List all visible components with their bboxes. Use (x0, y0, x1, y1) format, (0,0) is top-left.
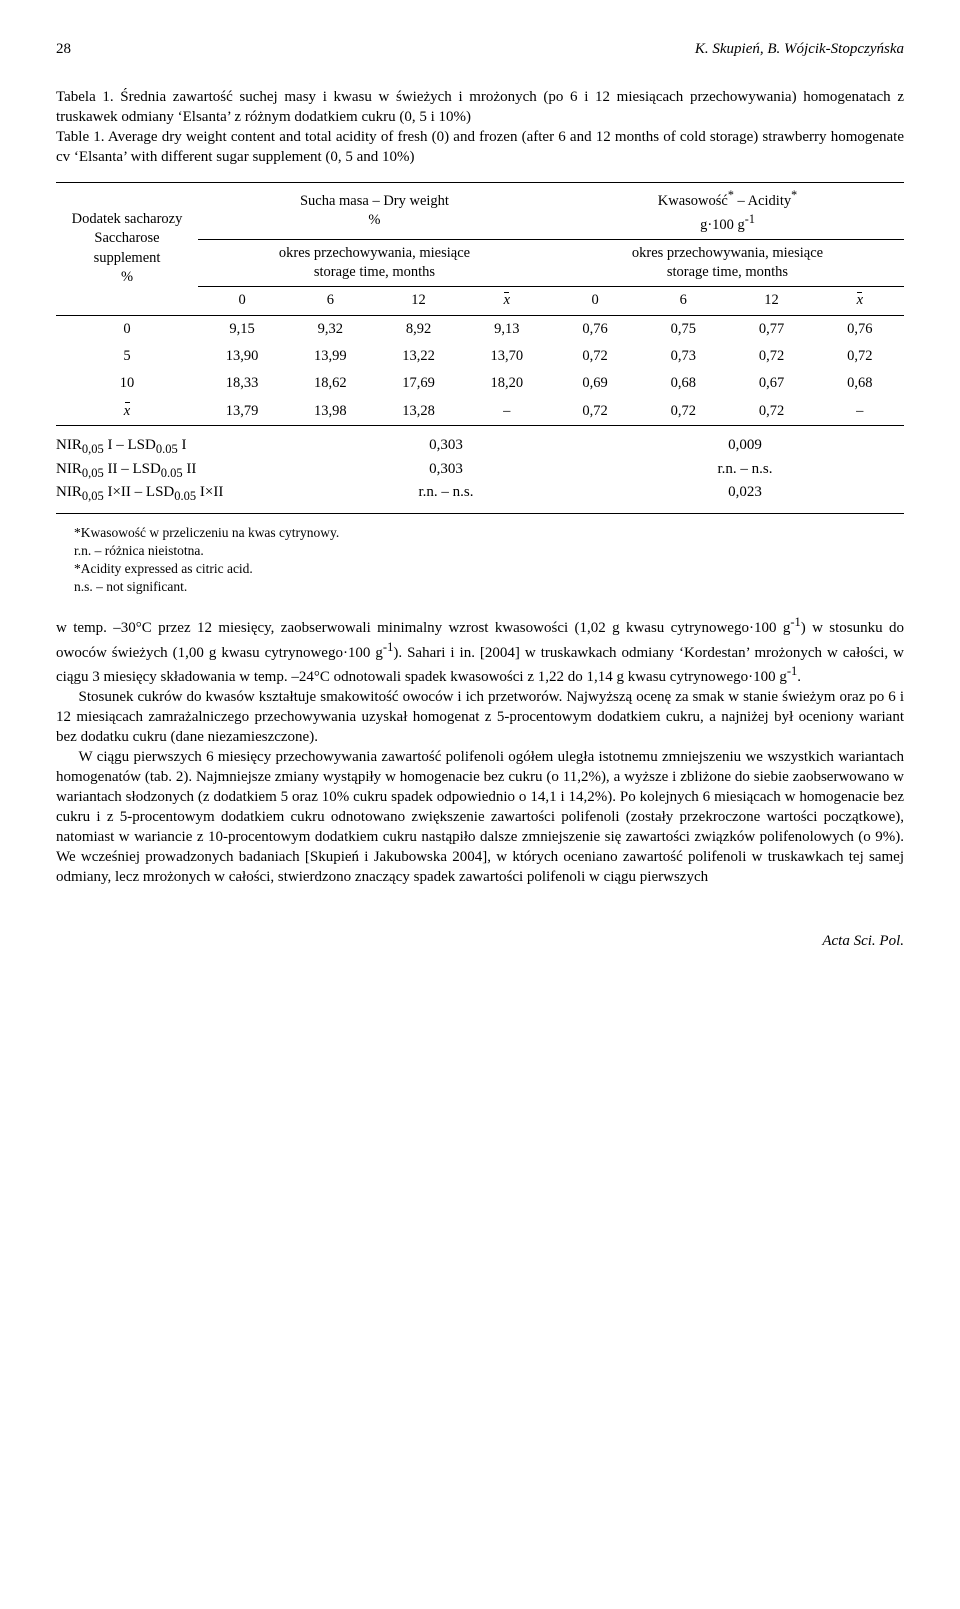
body-text: w temp. –30°C przez 12 miesięcy, zaobser… (56, 614, 904, 888)
footnote: *Kwasowość w przeliczeniu na kwas cytryn… (74, 524, 904, 542)
table-row: 10 18,33 18,62 17,69 18,20 0,69 0,68 0,6… (56, 370, 904, 397)
col-a6: 6 (639, 287, 727, 315)
col-d12: 12 (374, 287, 462, 315)
table-1: Dodatek sacharozy Saccharose supplement … (56, 182, 904, 426)
col-d0: 0 (198, 287, 286, 315)
table-row: 0 9,15 9,32 8,92 9,13 0,76 0,75 0,77 0,7… (56, 315, 904, 343)
dry-header: Sucha masa – Dry weight% (198, 182, 551, 239)
caption-pl: Tabela 1. Średnia zawartość suchej masy … (56, 88, 904, 128)
page-number: 28 (56, 40, 71, 60)
col-d6: 6 (286, 287, 374, 315)
paragraph: W ciągu pierwszych 6 miesięcy przechowyw… (56, 748, 904, 888)
dry-sub: okres przechowywania, miesiącestorage ti… (198, 239, 551, 287)
nir-row: NIR0,05 I – LSD0.05 I 0,303 0,009 (56, 436, 904, 458)
col-a0: 0 (551, 287, 639, 315)
nir-block: NIR0,05 I – LSD0.05 I 0,303 0,009 NIR0,0… (56, 436, 904, 514)
col-dmean: x (463, 287, 551, 315)
row-header: Dodatek sacharozy Saccharose supplement … (56, 182, 198, 315)
paragraph: Stosunek cukrów do kwasów kształtuje sma… (56, 688, 904, 748)
running-head: K. Skupień, B. Wójcik-Stopczyńska (695, 40, 904, 60)
caption-en: Table 1. Average dry weight content and … (56, 128, 904, 168)
col-amean: x (816, 287, 904, 315)
table-row: 5 13,90 13,99 13,22 13,70 0,72 0,73 0,72… (56, 343, 904, 370)
acid-sub: okres przechowywania, miesiącestorage ti… (551, 239, 904, 287)
col-a12: 12 (727, 287, 815, 315)
nir-row: NIR0,05 I×II – LSD0.05 I×II r.n. – n.s. … (56, 483, 904, 505)
footnote: r.n. – różnica nieistotna. (74, 542, 904, 560)
paragraph: w temp. –30°C przez 12 miesięcy, zaobser… (56, 614, 904, 689)
table-footnotes: *Kwasowość w przeliczeniu na kwas cytryn… (56, 524, 904, 596)
acid-header: Kwasowość* – Acidity*g·100 g-1 (551, 182, 904, 239)
page-footer: Acta Sci. Pol. (56, 932, 904, 952)
footnote: n.s. – not significant. (74, 578, 904, 596)
table-caption: Tabela 1. Średnia zawartość suchej masy … (56, 88, 904, 168)
table-row-mean: x 13,79 13,98 13,28 – 0,72 0,72 0,72 – (56, 398, 904, 426)
nir-row: NIR0,05 II – LSD0.05 II 0,303 r.n. – n.s… (56, 460, 904, 482)
footnote: *Acidity expressed as citric acid. (74, 560, 904, 578)
